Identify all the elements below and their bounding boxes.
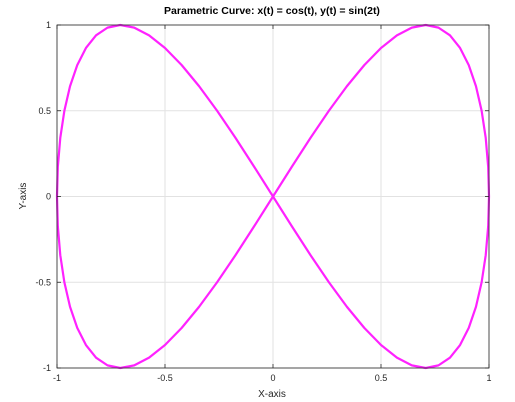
axes-layer: [56, 24, 490, 369]
x-tick-label: -0.5: [157, 373, 173, 383]
y-tick-label: 0.5: [38, 106, 51, 116]
y-tick-label: 0: [46, 192, 51, 202]
y-tick-label: -0.5: [35, 277, 51, 287]
y-tick-label: 1: [46, 20, 51, 30]
x-axis-label: X-axis: [258, 389, 286, 400]
x-tick-label: -1: [53, 373, 61, 383]
x-tick-label: 0: [270, 373, 275, 383]
y-axis-label: Y-axis: [18, 183, 29, 210]
chart-title: Parametric Curve: x(t) = cos(t), y(t) = …: [164, 5, 380, 17]
x-tick-label: 1: [486, 373, 491, 383]
tick-labels: -1 -0.5 0 0.5 1 -1 -0.5 0 0.5 1: [35, 20, 491, 383]
x-tick-label: 0.5: [375, 373, 388, 383]
y-tick-label: -1: [43, 363, 51, 373]
